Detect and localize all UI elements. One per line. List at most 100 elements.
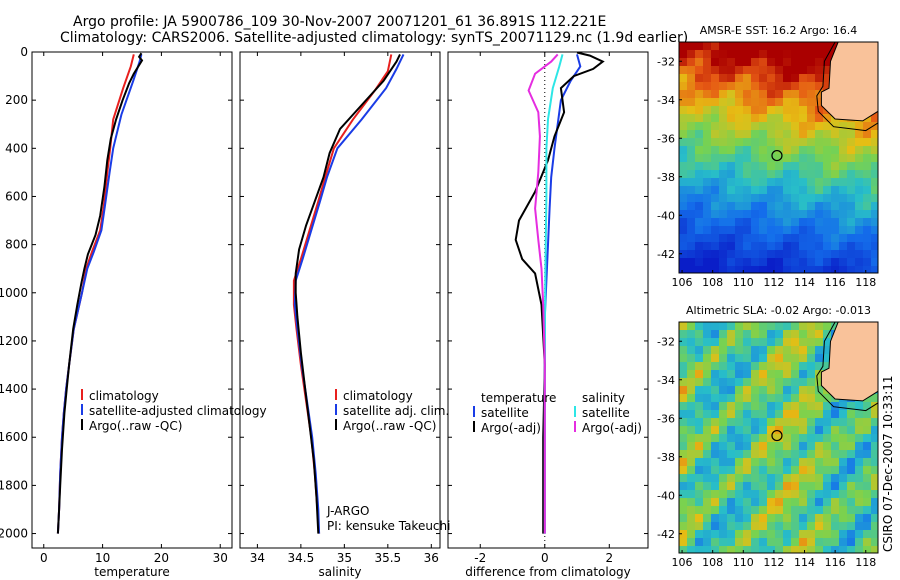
map-cell (855, 242, 863, 250)
map-cell (711, 218, 719, 226)
map-cell (703, 522, 711, 530)
map-cell (703, 162, 711, 170)
map-cell (855, 530, 863, 538)
map-cell (847, 402, 855, 410)
map-cell (703, 154, 711, 162)
map-cell (775, 58, 783, 66)
map-cell (871, 218, 878, 226)
map-cell (759, 418, 767, 426)
map-cell (703, 50, 711, 58)
legend-label: satellite (582, 406, 630, 420)
y-tick-label: 1000 (0, 286, 28, 300)
map-cell (775, 98, 783, 106)
map-cell (775, 266, 783, 273)
map-cell (743, 74, 751, 82)
map-cell (687, 74, 695, 82)
map-cell (783, 442, 791, 450)
map-cell (807, 522, 815, 530)
map-cell (711, 458, 719, 466)
map-cell (751, 458, 759, 466)
map-cell (767, 474, 775, 482)
map-cell (759, 82, 767, 90)
map-cell (695, 162, 703, 170)
map-cell (783, 378, 791, 386)
map-cell (823, 250, 831, 258)
map-cell (799, 122, 807, 130)
map-cell (823, 522, 831, 530)
y-tick-label: -36 (657, 412, 675, 425)
map-cell (839, 458, 847, 466)
map-cell (791, 442, 799, 450)
map-cell (823, 442, 831, 450)
map-cell (735, 266, 743, 273)
map-cell (831, 498, 839, 506)
map-cell (799, 370, 807, 378)
map-cell (679, 154, 687, 162)
map-cell (735, 258, 743, 266)
x-tick-label: 110 (733, 556, 754, 569)
map-cell (767, 226, 775, 234)
map-cell (839, 250, 847, 258)
map-cell (751, 538, 759, 546)
map-cell (807, 194, 815, 202)
map-cell (847, 450, 855, 458)
map-cell (759, 266, 767, 273)
map-cell (719, 122, 727, 130)
map-cell (695, 122, 703, 130)
map-cell (679, 74, 687, 82)
map-cell (767, 362, 775, 370)
map-cell (799, 106, 807, 114)
map-cell (767, 178, 775, 186)
map-cell (703, 514, 711, 522)
map-cell (791, 178, 799, 186)
map-cell (751, 474, 759, 482)
map-cell (711, 122, 719, 130)
map-cell (703, 370, 711, 378)
map-cell (751, 546, 759, 553)
map-cell (847, 250, 855, 258)
map-cell (847, 522, 855, 530)
map-cell (815, 130, 823, 138)
map-cell (799, 162, 807, 170)
map-cell (735, 506, 743, 514)
map-cell (783, 466, 791, 474)
map-cell (775, 386, 783, 394)
map-cell (831, 466, 839, 474)
map-cell (847, 506, 855, 514)
map-cell (815, 226, 823, 234)
map-cell (863, 178, 871, 186)
map-cell (767, 146, 775, 154)
map-cell (807, 258, 815, 266)
map-cell (719, 218, 727, 226)
map-cell (727, 194, 735, 202)
map-cell (719, 266, 727, 273)
map-cell (863, 266, 871, 273)
map-cell (863, 218, 871, 226)
map-cell (767, 170, 775, 178)
map-cell (783, 138, 791, 146)
map-cell (719, 330, 727, 338)
map-cell (711, 450, 719, 458)
map-cell (799, 114, 807, 122)
map-cell (767, 530, 775, 538)
x-tick-label: 112 (763, 556, 784, 569)
map-cell (743, 186, 751, 194)
map-cell (727, 210, 735, 218)
map-cell (791, 322, 799, 330)
map-cell (831, 226, 839, 234)
map-cell (695, 66, 703, 74)
map-cell (807, 50, 815, 58)
map-cell (799, 202, 807, 210)
map-cell (767, 450, 775, 458)
map-cell (775, 490, 783, 498)
map-cell (735, 106, 743, 114)
map-cell (839, 170, 847, 178)
map-cell (823, 498, 831, 506)
map-cell (775, 498, 783, 506)
map-cell (679, 170, 687, 178)
x-tick-label: 34.5 (288, 551, 315, 565)
map-cell (871, 434, 878, 442)
map-cell (823, 170, 831, 178)
map-cell (703, 498, 711, 506)
map-cell (695, 258, 703, 266)
